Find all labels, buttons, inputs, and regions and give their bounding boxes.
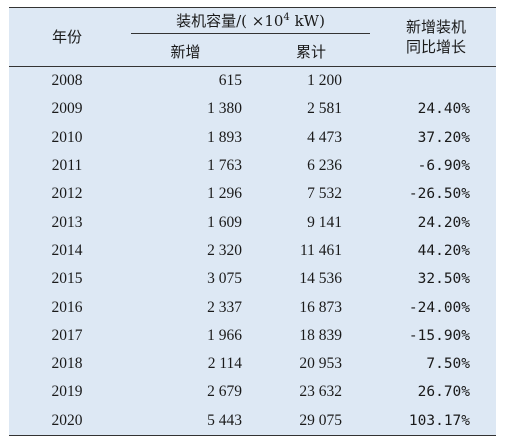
new-capacity-cell: 1 763 xyxy=(207,157,242,175)
year-cell: 2010 xyxy=(51,128,83,146)
year-cell: 2020 xyxy=(51,411,83,429)
cumulative-capacity-cell: 18 839 xyxy=(299,326,343,344)
new-capacity-cell: 1 380 xyxy=(207,100,242,118)
header-yoy-line2: 同比增长 xyxy=(406,38,467,56)
table-row: 2010 1 893 4 473 37.20% xyxy=(9,124,496,152)
new-capacity-cell: 615 xyxy=(218,72,242,90)
year-cell: 2019 xyxy=(51,383,83,401)
yoy-growth-cell: -26.50% xyxy=(408,186,471,203)
year-cell: 2016 xyxy=(51,298,83,316)
new-capacity-cell: 5 443 xyxy=(207,411,242,429)
cumulative-capacity-cell: 14 536 xyxy=(299,270,343,288)
cumulative-capacity-cell: 23 632 xyxy=(299,383,343,401)
table-row: 2014 2 320 11 461 44.20% xyxy=(9,237,496,265)
header-cumulative: 累计 xyxy=(296,43,327,62)
year-cell: 2017 xyxy=(51,326,83,344)
new-capacity-cell: 2 337 xyxy=(207,298,242,316)
yoy-growth-cell: 37.20% xyxy=(417,129,471,146)
table-row: 2018 2 114 20 953 7.50% xyxy=(9,350,496,378)
cumulative-capacity-cell: 9 141 xyxy=(307,213,343,231)
header-rule xyxy=(9,66,497,67)
table-row: 2015 3 075 14 536 32.50% xyxy=(9,265,496,293)
yoy-growth-cell: 24.20% xyxy=(417,214,471,231)
yoy-growth-cell: 32.50% xyxy=(417,271,471,288)
year-cell: 2011 xyxy=(51,157,83,175)
yoy-growth-cell: 103.17% xyxy=(408,412,471,429)
table-row: 2011 1 763 6 236 -6.90% xyxy=(9,152,496,180)
new-capacity-cell: 2 679 xyxy=(207,383,242,401)
capacity-table-container: 年份 装机容量/( ×104 kW) 新增装机 同比增长 新增 累计 2008 6… xyxy=(9,7,497,436)
table-row: 2019 2 679 23 632 26.70% xyxy=(9,378,496,406)
header-new: 新增 xyxy=(170,43,201,62)
year-cell: 2009 xyxy=(51,100,83,118)
cumulative-capacity-cell: 7 532 xyxy=(307,185,343,203)
new-capacity-cell: 3 075 xyxy=(207,270,242,288)
year-cell: 2018 xyxy=(51,355,83,373)
header-yoy: 新增装机 同比增长 xyxy=(376,8,496,66)
table-header: 年份 装机容量/( ×104 kW) 新增装机 同比增长 新增 累计 xyxy=(9,8,497,67)
year-cell: 2014 xyxy=(51,241,83,259)
header-year: 年份 xyxy=(51,28,82,46)
yoy-growth-cell xyxy=(376,67,496,96)
table-row: 2013 1 609 9 141 24.20% xyxy=(9,208,496,236)
yoy-growth-cell: -6.90% xyxy=(417,158,471,175)
cumulative-capacity-cell: 20 953 xyxy=(299,355,343,373)
yoy-growth-cell: -24.00% xyxy=(408,299,471,316)
yoy-growth-cell: 7.50% xyxy=(426,356,471,373)
new-capacity-cell: 1 609 xyxy=(207,213,242,231)
year-cell: 2008 xyxy=(51,72,83,90)
header-capacity-unit: kW) xyxy=(289,12,325,31)
yoy-growth-cell: 26.70% xyxy=(417,384,471,401)
cumulative-capacity-cell: 1 200 xyxy=(307,72,343,90)
table-row: 2016 2 337 16 873 -24.00% xyxy=(9,293,496,321)
yoy-growth-cell: -15.90% xyxy=(408,327,471,344)
cumulative-capacity-cell: 16 873 xyxy=(299,298,343,316)
header-capacity-label: 装机容量/( ×10 xyxy=(176,12,284,31)
new-capacity-cell: 1 893 xyxy=(207,128,242,146)
header-capacity-exponent: 4 xyxy=(283,12,290,24)
yoy-growth-cell: 44.20% xyxy=(417,242,471,259)
cumulative-capacity-cell: 4 473 xyxy=(307,128,343,146)
new-capacity-cell: 1 966 xyxy=(207,326,242,344)
capacity-table: 年份 装机容量/( ×104 kW) 新增装机 同比增长 新增 累计 2008 6… xyxy=(9,8,497,435)
header-capacity-group: 装机容量/( ×104 kW) xyxy=(125,8,376,38)
table-row: 2009 1 380 2 581 24.40% xyxy=(9,95,496,123)
year-cell: 2015 xyxy=(51,270,83,288)
cumulative-capacity-cell: 2 581 xyxy=(307,100,343,118)
table-row: 2012 1 296 7 532 -26.50% xyxy=(9,180,496,208)
new-capacity-cell: 2 114 xyxy=(207,355,242,373)
new-capacity-cell: 1 296 xyxy=(207,185,242,203)
table-body: 2008 615 1 200 2009 1 380 2 581 24.40% 2010 1 89… xyxy=(9,67,496,435)
table-row: 2017 1 966 18 839 -15.90% xyxy=(9,322,496,350)
cumulative-capacity-cell: 11 461 xyxy=(299,241,343,259)
new-capacity-cell: 2 320 xyxy=(207,241,242,259)
year-cell: 2013 xyxy=(51,213,83,231)
cumulative-capacity-cell: 29 075 xyxy=(299,411,343,429)
header-yoy-line1: 新增装机 xyxy=(406,18,467,36)
table-row: 2020 5 443 29 075 103.17% xyxy=(9,407,496,435)
cumulative-capacity-cell: 6 236 xyxy=(307,157,343,175)
table-row: 2008 615 1 200 xyxy=(9,67,496,96)
yoy-growth-cell: 24.40% xyxy=(417,101,471,118)
year-cell: 2012 xyxy=(51,185,83,203)
